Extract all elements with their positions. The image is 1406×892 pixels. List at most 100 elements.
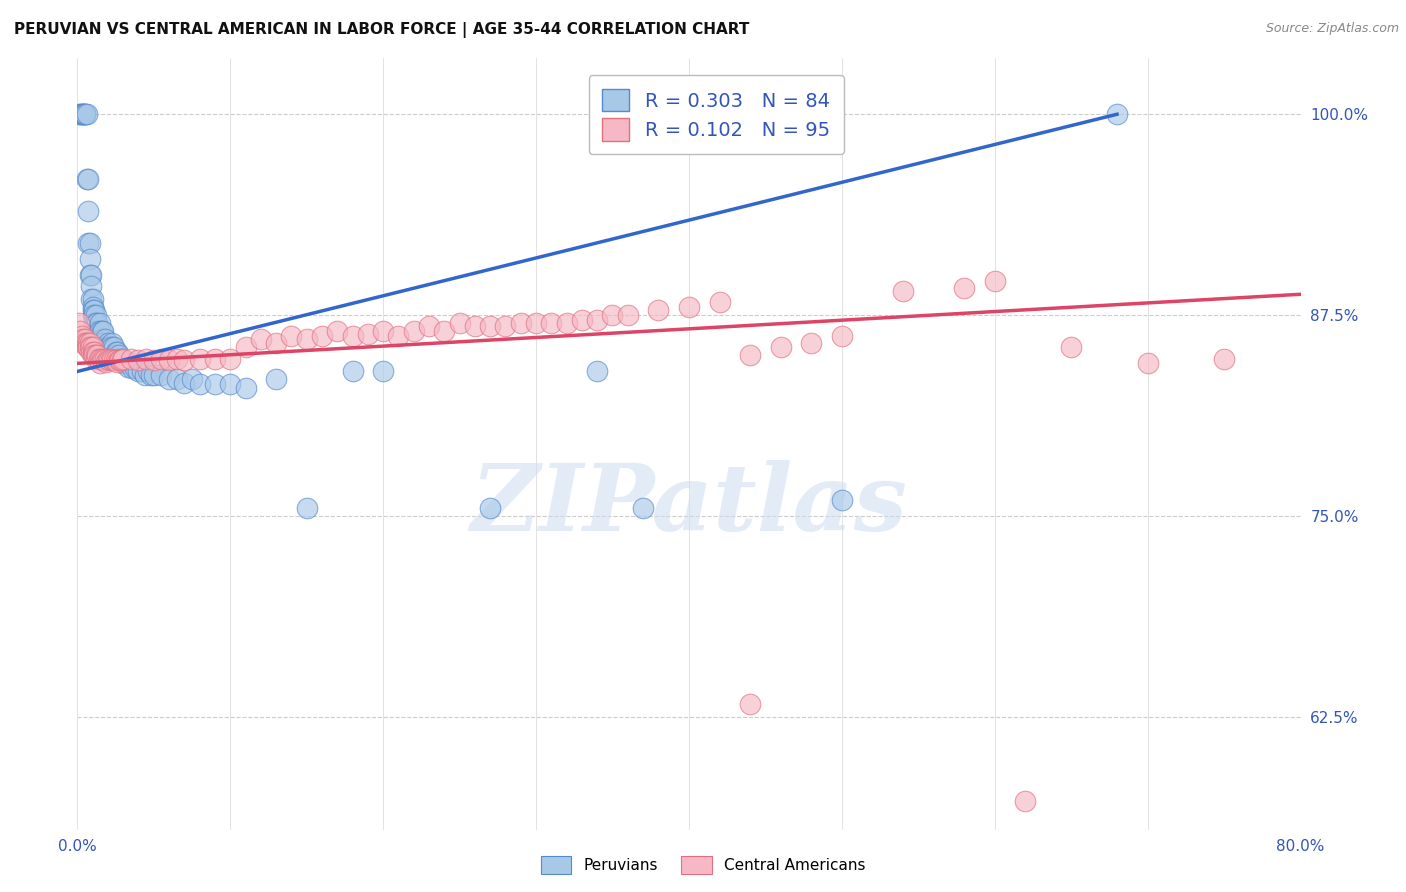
Point [264, 372, 287, 386]
Point [800, 335, 823, 350]
Point [617, 308, 640, 322]
Point [139, 368, 162, 382]
Point [73, 332, 96, 346]
Point [678, 300, 700, 314]
Point [524, 316, 547, 330]
Point [433, 324, 456, 338]
Point [79, 340, 101, 354]
Point [204, 377, 226, 392]
Point [96, 340, 118, 354]
Point [97, 335, 120, 350]
Point [108, 353, 131, 368]
Point [105, 355, 128, 369]
Point [740, 348, 762, 362]
Point [495, 319, 517, 334]
Point [83, 348, 105, 362]
Legend: Peruvians, Central Americans: Peruvians, Central Americans [534, 850, 872, 880]
Point [82, 345, 104, 359]
Point [70, 329, 93, 343]
Point [150, 368, 173, 382]
Point [90, 351, 112, 366]
Point [87, 351, 110, 366]
Point [72, 335, 94, 350]
Point [120, 351, 142, 366]
Point [235, 380, 257, 394]
Point [90, 324, 112, 338]
Point [90, 332, 112, 346]
Point [1107, 107, 1129, 121]
Point [103, 340, 125, 354]
Point [311, 329, 333, 343]
Point [84, 351, 107, 366]
Point [540, 316, 562, 330]
Point [1060, 340, 1083, 354]
Point [104, 353, 127, 368]
Point [111, 353, 134, 368]
Point [295, 501, 318, 516]
Point [101, 353, 124, 368]
Point [101, 340, 124, 354]
Point [79, 335, 101, 350]
Point [250, 332, 273, 346]
Point [142, 353, 165, 368]
Point [97, 340, 120, 354]
Point [89, 356, 111, 370]
Point [87, 324, 110, 338]
Point [479, 501, 502, 516]
Point [76, 340, 98, 354]
Point [104, 348, 127, 362]
Point [76, 335, 98, 350]
Point [72, 332, 94, 346]
Point [100, 340, 122, 354]
Point [342, 329, 364, 343]
Point [86, 316, 108, 330]
Point [131, 364, 153, 378]
Point [91, 353, 114, 368]
Point [1213, 351, 1236, 366]
Point [953, 281, 976, 295]
Point [73, 107, 96, 121]
Point [509, 316, 531, 330]
Point [72, 107, 94, 121]
Point [82, 303, 104, 318]
Point [103, 353, 125, 368]
Point [80, 345, 103, 359]
Point [73, 335, 96, 350]
Point [127, 353, 149, 368]
Point [77, 335, 100, 350]
Point [77, 340, 100, 354]
Point [77, 235, 100, 250]
Point [127, 364, 149, 378]
Point [67, 316, 90, 330]
Point [100, 345, 122, 359]
Point [67, 107, 90, 121]
Point [709, 295, 731, 310]
Point [1014, 794, 1036, 808]
Point [73, 107, 96, 121]
Point [984, 274, 1007, 288]
Point [464, 319, 486, 334]
Point [98, 353, 121, 368]
Point [70, 107, 93, 121]
Point [82, 292, 104, 306]
Point [84, 324, 107, 338]
Point [80, 279, 103, 293]
Point [89, 351, 111, 366]
Point [72, 107, 94, 121]
Point [76, 171, 98, 186]
Point [631, 501, 654, 516]
Point [219, 351, 242, 366]
Point [571, 313, 593, 327]
Point [280, 329, 302, 343]
Point [157, 353, 180, 368]
Point [142, 368, 165, 382]
Point [84, 308, 107, 322]
Point [342, 364, 364, 378]
Point [586, 364, 609, 378]
Point [188, 351, 211, 366]
Point [134, 368, 156, 382]
Point [120, 356, 142, 370]
Point [108, 351, 131, 366]
Point [112, 356, 135, 370]
Point [647, 303, 669, 318]
